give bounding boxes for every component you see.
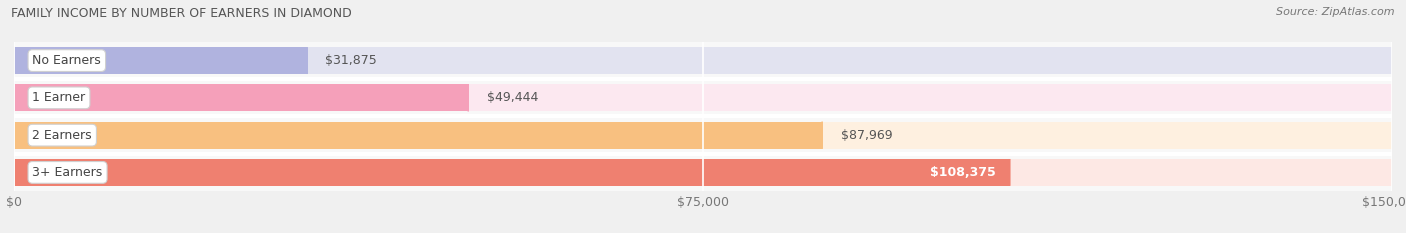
Text: $49,444: $49,444 (486, 91, 538, 104)
Text: $87,969: $87,969 (841, 129, 893, 142)
Text: $31,875: $31,875 (325, 54, 377, 67)
Bar (14, 159, 1392, 186)
Text: 3+ Earners: 3+ Earners (32, 166, 103, 179)
Text: No Earners: No Earners (32, 54, 101, 67)
Text: $108,375: $108,375 (929, 166, 995, 179)
Text: FAMILY INCOME BY NUMBER OF EARNERS IN DIAMOND: FAMILY INCOME BY NUMBER OF EARNERS IN DI… (11, 7, 352, 20)
Bar (14, 122, 823, 149)
Bar (14, 122, 1392, 149)
Bar (14, 47, 1392, 74)
Text: 2 Earners: 2 Earners (32, 129, 91, 142)
Bar (14, 47, 307, 74)
Bar (14, 159, 1010, 186)
Bar (14, 84, 468, 111)
Bar (14, 84, 1392, 111)
Text: Source: ZipAtlas.com: Source: ZipAtlas.com (1277, 7, 1395, 17)
Text: 1 Earner: 1 Earner (32, 91, 86, 104)
